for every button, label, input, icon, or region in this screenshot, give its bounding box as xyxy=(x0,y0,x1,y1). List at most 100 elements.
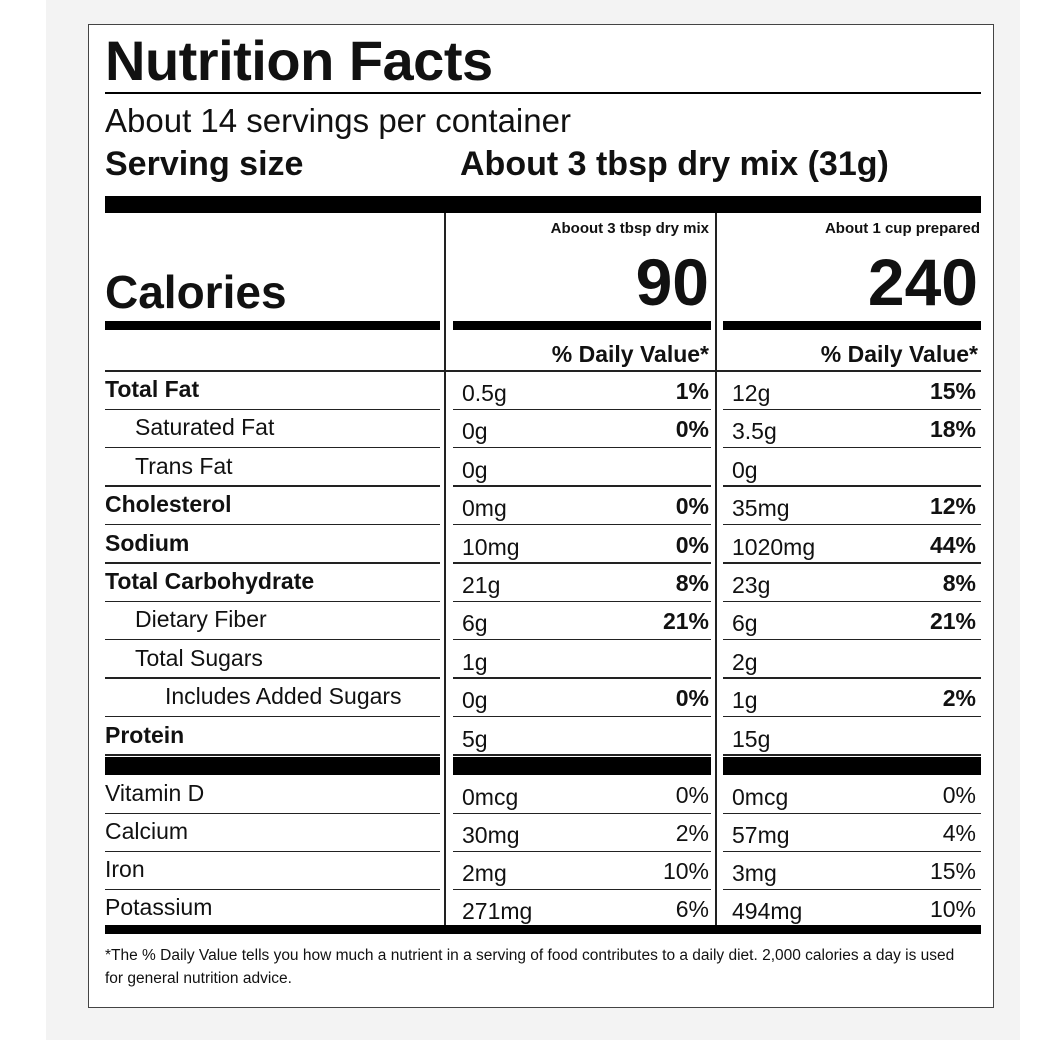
column-1-amount: 0g xyxy=(462,687,488,714)
nutrient-name: Cholesterol xyxy=(105,491,232,518)
column-2-amount: 12g xyxy=(732,380,771,406)
row-separator xyxy=(453,562,711,564)
nutrient-name: Dietary Fiber xyxy=(135,606,267,633)
row-separator xyxy=(105,446,440,449)
row-separator xyxy=(723,485,981,487)
column-2-dv-header: % Daily Value* xyxy=(820,341,978,367)
column-1-daily-value: 6% xyxy=(675,896,709,922)
serving-size-value: About 3 tbsp dry mix (31g) xyxy=(460,145,889,183)
row-separator xyxy=(105,812,440,814)
column-2-daily-value: 12% xyxy=(929,493,976,520)
row-separator xyxy=(453,888,711,890)
column-1-daily-value: 0% xyxy=(675,782,709,808)
vitamin-name: Potassium xyxy=(105,894,213,920)
row-separator xyxy=(723,408,981,410)
column-2-daily-value: 18% xyxy=(929,416,976,443)
row-separator xyxy=(453,408,711,410)
row-separator xyxy=(723,523,981,526)
row-separator xyxy=(105,715,440,718)
row-separator xyxy=(105,408,440,410)
column-1-daily-value: 1% xyxy=(675,378,709,404)
thick-rule-bottom xyxy=(105,925,981,934)
column-1-daily-value: 10% xyxy=(662,858,709,884)
column-2-daily-value: 15% xyxy=(929,378,976,404)
column-1-amount: 0g xyxy=(462,418,488,445)
column-2-header: About 1 cup prepared xyxy=(824,220,980,237)
row-separator xyxy=(723,715,981,718)
column-1-amount: 6g xyxy=(462,610,488,637)
nutrient-name: Total Sugars xyxy=(135,644,263,671)
vitamin-row: Calcium 30mg 2% 57mg 4% xyxy=(105,814,981,852)
column-2-amount: 1g xyxy=(732,687,758,714)
medium-rule-col1 xyxy=(453,321,711,330)
column-2-amount: 2g xyxy=(732,648,758,675)
column-1-daily-value: 0% xyxy=(675,685,709,712)
vitamin-name: Iron xyxy=(105,856,145,882)
row-separator xyxy=(723,812,981,814)
thick-rule-vitamins-label xyxy=(105,757,440,775)
column-1-amount: 30mg xyxy=(462,822,520,848)
column-1-daily-value: 8% xyxy=(675,570,709,596)
footnote: *The % Daily Value tells you how much a … xyxy=(105,947,955,987)
row-separator xyxy=(105,523,440,526)
vitamin-row: Potassium 271mg 6% 494mg 10% xyxy=(105,890,981,928)
column-2-amount: 3mg xyxy=(732,860,777,886)
vitamin-name: Calcium xyxy=(105,818,189,844)
column-1-daily-value: 0% xyxy=(675,493,709,520)
nutrient-row: Includes Added Sugars 0g 0% 1g 2% xyxy=(105,679,981,718)
nutrient-row: Total Carbohydrate 21g 8% 23g 8% xyxy=(105,564,981,602)
column-1-amount: 10mg xyxy=(462,533,520,560)
nutrient-name: Includes Added Sugars xyxy=(165,683,402,710)
row-separator xyxy=(453,677,711,679)
column-1-amount: 271mg xyxy=(462,898,533,924)
row-separator xyxy=(105,600,440,602)
column-2-daily-value: 15% xyxy=(929,858,976,884)
row-separator xyxy=(723,850,981,852)
nutrient-row: Saturated Fat 0g 0% 3.5g 18% xyxy=(105,410,981,449)
row-separator xyxy=(105,485,440,487)
row-separator xyxy=(105,638,440,641)
nutrient-name: Sodium xyxy=(105,529,190,556)
column-1-dv-header: % Daily Value* xyxy=(551,341,709,367)
column-1-daily-value: 21% xyxy=(662,608,709,635)
medium-rule-col2 xyxy=(723,321,981,330)
row-separator xyxy=(723,677,981,679)
row-separator xyxy=(453,446,711,449)
column-2-daily-value: 8% xyxy=(942,570,976,596)
row-separator xyxy=(453,812,711,814)
thick-rule-vitamins-col1 xyxy=(453,757,711,775)
column-1-amount: 1g xyxy=(462,648,488,675)
nutrient-name: Saturated Fat xyxy=(135,414,275,441)
column-1-amount: 2mg xyxy=(462,860,507,886)
column-1-amount: 21g xyxy=(462,572,501,598)
nutrient-row: Total Fat 0.5g 1% 12g 15% xyxy=(105,372,981,410)
row-separator xyxy=(105,888,440,890)
nutrient-name: Protein xyxy=(105,721,185,748)
row-separator xyxy=(723,638,981,641)
column-2-amount: 0g xyxy=(732,456,758,483)
row-separator xyxy=(105,677,440,679)
column-2-amount: 3.5g xyxy=(732,418,777,445)
row-separator xyxy=(723,446,981,449)
row-separator xyxy=(723,562,981,564)
medium-rule-label xyxy=(105,321,440,330)
vitamin-name: Vitamin D xyxy=(105,780,205,806)
column-1-daily-value: 0% xyxy=(675,416,709,443)
row-separator xyxy=(723,888,981,890)
nutrient-row: Cholesterol 0mg 0% 35mg 12% xyxy=(105,487,981,526)
column-1-calories: 90 xyxy=(635,245,709,319)
row-separator xyxy=(723,600,981,602)
column-2-amount: 35mg xyxy=(732,495,790,522)
vitamin-row: Iron 2mg 10% 3mg 15% xyxy=(105,852,981,890)
nutrient-row: Protein 5g 15g xyxy=(105,718,981,756)
nutrient-name: Total Fat xyxy=(105,376,200,402)
nutrient-row: Sodium 10mg 0% 1020mg 44% xyxy=(105,526,981,564)
row-separator xyxy=(453,485,711,487)
column-2-amount: 23g xyxy=(732,572,771,598)
nutrient-row: Trans Fat 0g 0g xyxy=(105,449,981,487)
nutrient-name: Total Carbohydrate xyxy=(105,568,315,594)
column-2-daily-value: 0% xyxy=(942,782,976,808)
row-separator xyxy=(453,638,711,641)
column-2-amount: 57mg xyxy=(732,822,790,848)
column-1-amount: 0g xyxy=(462,456,488,483)
